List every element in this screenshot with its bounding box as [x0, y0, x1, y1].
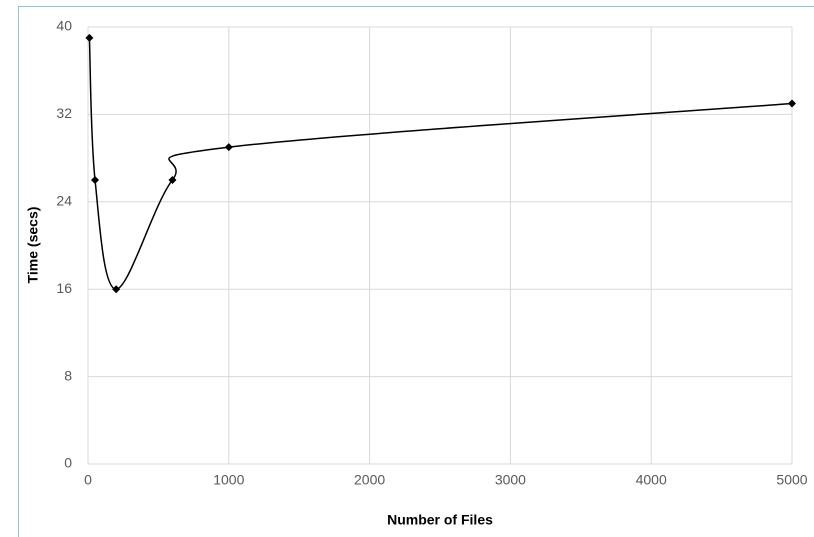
- x-tick-label: 4000: [636, 472, 667, 488]
- y-tick-label: 24: [56, 193, 72, 209]
- data-point: [788, 99, 796, 108]
- data-point: [168, 175, 177, 184]
- x-tick-label: 5000: [776, 472, 807, 488]
- y-tick-label: 32: [56, 105, 72, 121]
- x-axis-title: Number of Files: [387, 512, 493, 528]
- data-point: [85, 33, 94, 42]
- y-tick-label: 0: [64, 455, 72, 471]
- series-line: [88, 37, 793, 290]
- y-tick-label: 16: [56, 280, 72, 296]
- y-tick-label: 40: [56, 18, 72, 34]
- chart-border: [18, 6, 814, 537]
- x-tick-label: 0: [84, 472, 92, 488]
- data-point: [112, 285, 121, 294]
- data-point: [224, 143, 233, 152]
- x-tick-label: 1000: [213, 472, 244, 488]
- y-tick-label: 8: [64, 367, 72, 383]
- y-axis-title: Time (secs): [25, 207, 41, 284]
- data-point: [91, 175, 100, 184]
- x-tick-label: 3000: [495, 472, 526, 488]
- x-tick-label: 2000: [354, 472, 385, 488]
